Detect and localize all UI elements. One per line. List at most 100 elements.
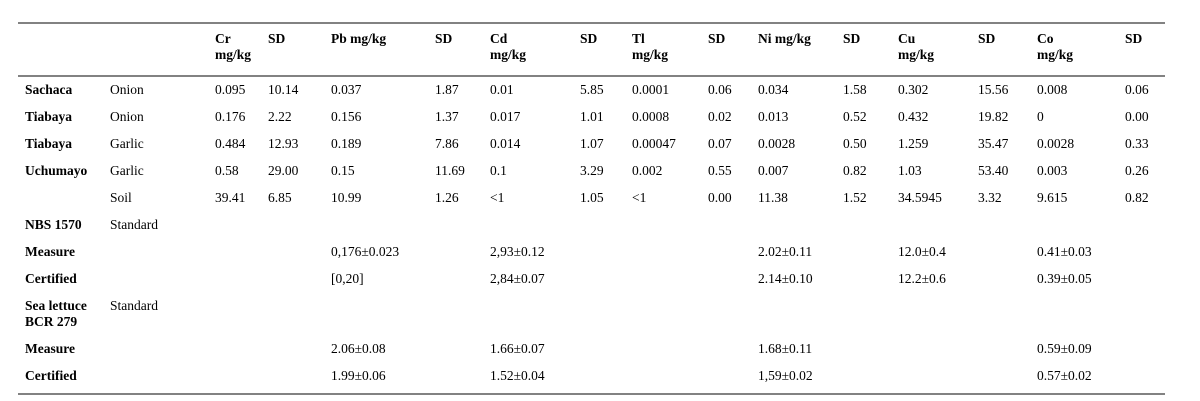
data-cell: 1.05 — [580, 190, 604, 205]
row-label-cell: Uchumayo — [25, 163, 88, 178]
data-cell: 2.02±0.11 — [758, 244, 813, 259]
data-cell: 0.003 — [1037, 163, 1068, 178]
data-cell: 0.484 — [215, 136, 246, 151]
data-cell: 0.59±0.09 — [1037, 341, 1092, 356]
column-header-sd: SD — [268, 23, 331, 76]
data-cell: 0.176 — [215, 109, 246, 124]
row-label-cell: Certified — [25, 368, 77, 383]
column-header-blank — [18, 23, 110, 76]
data-cell — [898, 212, 978, 239]
data-cell — [843, 363, 898, 394]
header-line-1: SD — [843, 31, 861, 46]
header-line-1: SD — [268, 31, 286, 46]
data-cell — [978, 212, 1037, 239]
data-cell — [580, 266, 632, 293]
data-cell: 0.302 — [898, 82, 929, 97]
data-cell: 2.22 — [268, 109, 292, 124]
data-cell — [435, 336, 490, 363]
table-row: Measure 0,176±0.023 2,93±0.12 2.02±0.11 12.0… — [18, 239, 1165, 266]
data-cell — [215, 293, 268, 336]
data-cell — [978, 239, 1037, 266]
column-header-blank — [110, 23, 215, 76]
data-cell — [1037, 293, 1125, 336]
data-cell: 0.41±0.03 — [1037, 244, 1092, 259]
header-line-1: SD — [1125, 31, 1143, 46]
data-cell — [708, 336, 758, 363]
data-cell — [268, 266, 331, 293]
table-row: Measure 2.06±0.08 1.66±0.07 1.68±0.11 0.59±0… — [18, 336, 1165, 363]
table-row: Tiabaya Onion 0.176 2.22 0.156 1.37 0.017 1.01 0… — [18, 104, 1165, 131]
data-cell: 1.87 — [435, 82, 459, 97]
data-cell: 12.0±0.4 — [898, 244, 946, 259]
header-line-1: Cr — [215, 31, 231, 46]
header-line-1: SD — [580, 31, 598, 46]
table-row: Soil 39.41 6.85 10.99 1.26 <1 1.05 <1 0.00 11.38 1… — [18, 185, 1165, 212]
data-cell — [1125, 266, 1165, 293]
header-line-2: mg/kg — [632, 47, 669, 62]
row-label-cell — [18, 185, 110, 212]
data-cell — [843, 239, 898, 266]
data-cell: 10.99 — [331, 190, 362, 205]
data-cell — [843, 212, 898, 239]
table-header-row: Cr mg/kg SD Pb mg/kg SD Cd mg/kg SD Tl mg/kg SD Ni … — [18, 23, 1165, 76]
data-cell: 15.56 — [978, 82, 1009, 97]
column-header-ni-mg-kg: Ni mg/kg — [758, 23, 843, 76]
column-header-sd: SD — [843, 23, 898, 76]
data-cell: 0.095 — [215, 82, 246, 97]
data-cell: 0.432 — [898, 109, 929, 124]
data-cell: 0.0001 — [632, 82, 670, 97]
data-cell: 7.86 — [435, 136, 459, 151]
data-cell: 0.58 — [215, 163, 239, 178]
data-cell — [708, 293, 758, 336]
data-cell: 2.14±0.10 — [758, 271, 813, 286]
data-cell — [490, 212, 580, 239]
data-cell: 10.14 — [268, 82, 299, 97]
data-cell: Standard — [110, 217, 158, 232]
row-label-cell: Sachaca — [25, 82, 73, 97]
data-cell — [1125, 363, 1165, 394]
header-line-1: Cd — [490, 31, 508, 46]
data-cell — [978, 336, 1037, 363]
data-cell: 2,93±0.12 — [490, 244, 545, 259]
row-label-cell: Tiabaya — [25, 109, 73, 124]
data-cell: 5.85 — [580, 82, 604, 97]
data-cell — [978, 293, 1037, 336]
header-line-1: SD — [978, 31, 996, 46]
data-cell — [580, 239, 632, 266]
data-cell: 11.69 — [435, 163, 465, 178]
header-line-1: SD — [708, 31, 726, 46]
data-cell: 1.58 — [843, 82, 867, 97]
data-cell — [580, 212, 632, 239]
data-cell: 0,176±0.023 — [331, 244, 400, 259]
data-cell — [843, 266, 898, 293]
header-line-1: Cu — [898, 31, 916, 46]
data-cell: 1.52±0.04 — [490, 368, 545, 383]
data-cell: 1.259 — [898, 136, 929, 151]
data-cell: 0.0008 — [632, 109, 670, 124]
data-cell — [215, 212, 268, 239]
data-cell — [435, 266, 490, 293]
data-cell — [898, 363, 978, 394]
data-cell: 6.85 — [268, 190, 292, 205]
data-cell: 12.93 — [268, 136, 299, 151]
data-cell — [268, 336, 331, 363]
data-cell: 0.55 — [708, 163, 732, 178]
data-cell — [331, 212, 435, 239]
data-cell: 2.06±0.08 — [331, 341, 386, 356]
data-cell — [580, 293, 632, 336]
data-cell: 0.00 — [1125, 109, 1149, 124]
column-header-cr-mg-kg: Cr mg/kg — [215, 23, 268, 76]
data-cell: 1.01 — [580, 109, 604, 124]
table-header: Cr mg/kg SD Pb mg/kg SD Cd mg/kg SD Tl mg/kg SD Ni … — [18, 23, 1165, 76]
header-line-1: Co — [1037, 31, 1054, 46]
data-cell: 53.40 — [978, 163, 1009, 178]
data-cell — [215, 363, 268, 394]
column-header-sd: SD — [435, 23, 490, 76]
data-cell: Garlic — [110, 136, 144, 151]
data-cell: 11.38 — [758, 190, 788, 205]
data-cell — [1125, 239, 1165, 266]
data-cell: 0.50 — [843, 136, 867, 151]
column-header-cd-mg-kg: Cd mg/kg — [490, 23, 580, 76]
data-cell: Onion — [110, 109, 144, 124]
data-cell — [215, 266, 268, 293]
